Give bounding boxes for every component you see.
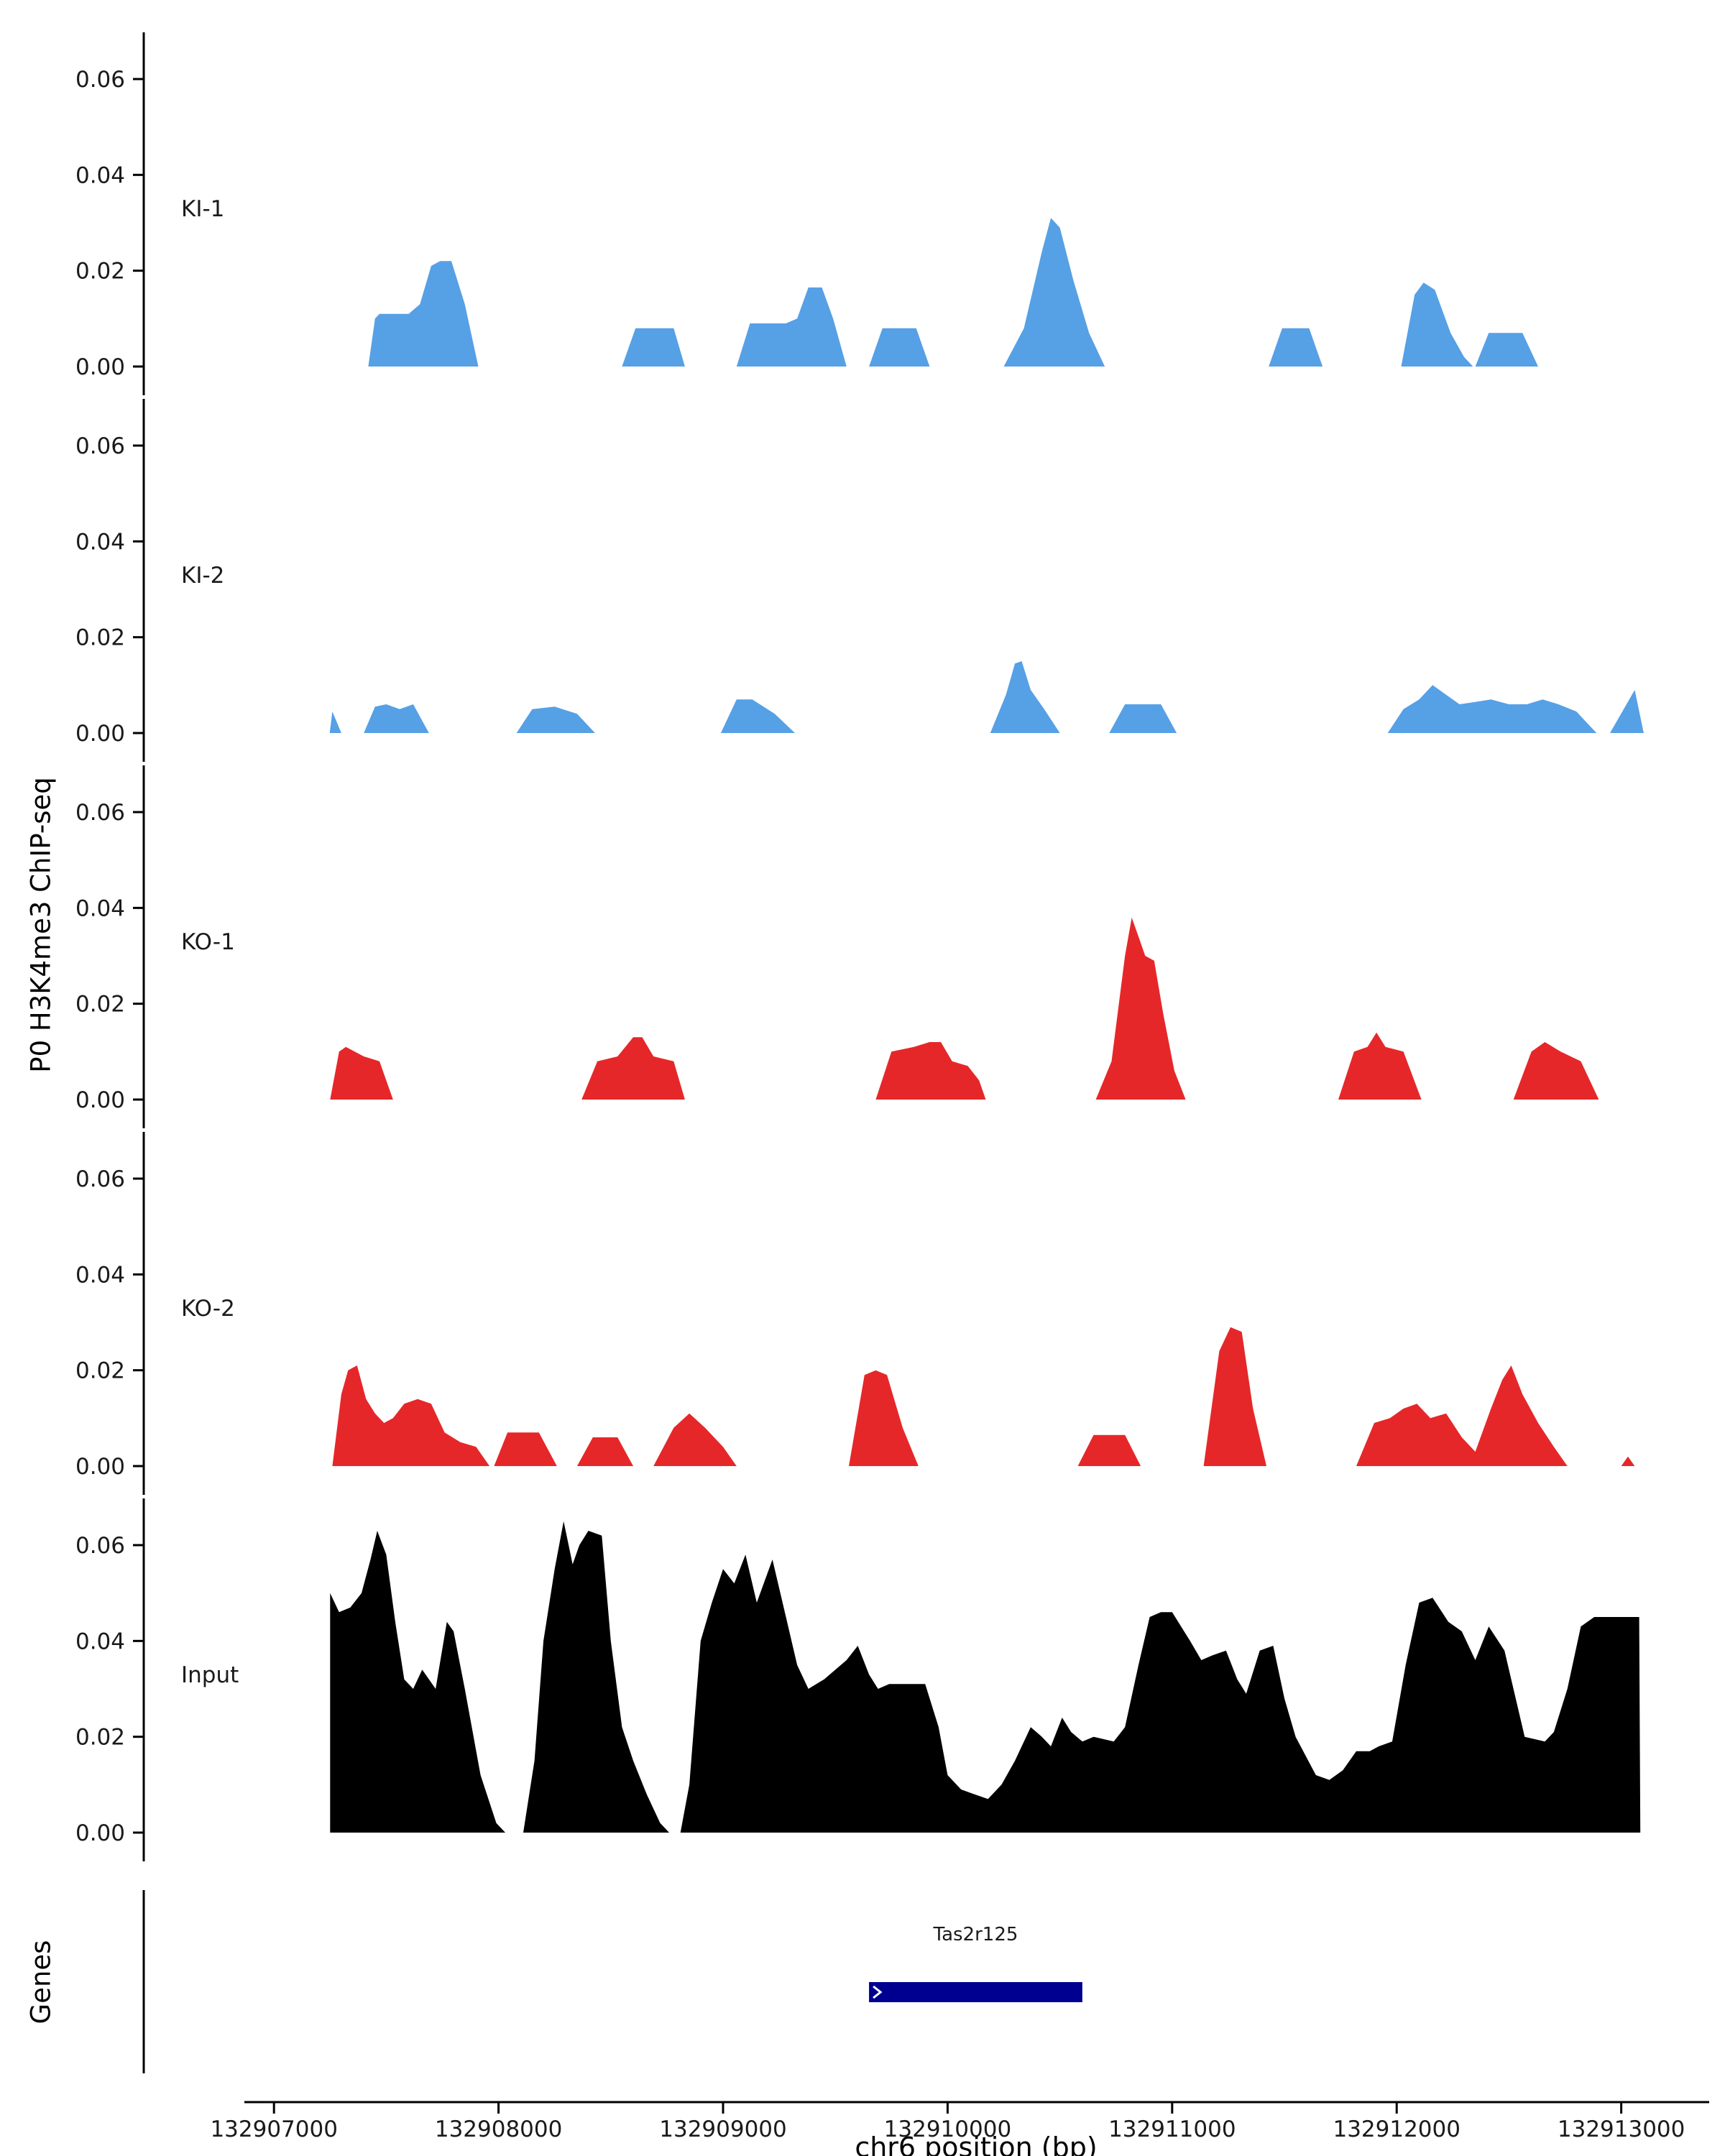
y-tick-label: 0.04 (75, 1262, 125, 1288)
x-tick-label: 132909000 (659, 2116, 787, 2142)
signal-area-input (330, 1521, 1641, 1833)
signal-area-ki-2 (329, 661, 1644, 733)
x-tick-label: 132907000 (210, 2116, 338, 2142)
y-tick-label: 0.02 (75, 1358, 125, 1384)
y-tick-label: 0.02 (75, 259, 125, 285)
x-tick-label: 132910000 (884, 2116, 1012, 2142)
y-tick-label: 0.00 (75, 721, 125, 747)
gene-strand-arrow-icon (873, 1985, 883, 1999)
y-tick-label: 0.04 (75, 1628, 125, 1654)
track-label: KO-2 (181, 1296, 235, 1322)
y-tick-label: 0.06 (75, 800, 125, 826)
y-tick-label: 0.04 (75, 895, 125, 921)
track-label: KO-1 (181, 929, 235, 955)
genes-axis-label: Genes (25, 1940, 57, 2024)
track-label: Input (181, 1662, 239, 1688)
x-tick-label: 132912000 (1333, 2116, 1460, 2142)
x-axis-label: chr6 position (bp) (855, 2132, 1098, 2156)
y-tick-label: 0.06 (75, 1166, 125, 1192)
y-tick-label: 0.00 (75, 354, 125, 380)
y-axis-label: P0 H3K4me3 ChIP-seq (25, 777, 57, 1073)
gene-label: Tas2r125 (933, 1924, 1018, 1945)
y-tick-label: 0.02 (75, 1725, 125, 1751)
signal-area-ko-2 (332, 1327, 1635, 1466)
signal-area-ko-1 (330, 917, 1599, 1100)
gene-body (869, 1982, 1082, 2002)
y-tick-label: 0.04 (75, 162, 125, 188)
signal-area-ki-1 (368, 218, 1538, 367)
x-tick-label: 132913000 (1558, 2116, 1685, 2142)
y-tick-label: 0.04 (75, 529, 125, 555)
x-tick-label: 132908000 (435, 2116, 563, 2142)
y-tick-label: 0.00 (75, 1454, 125, 1480)
track-label: KI-1 (181, 196, 224, 222)
y-tick-label: 0.06 (75, 67, 125, 93)
y-tick-label: 0.00 (75, 1820, 125, 1846)
y-tick-label: 0.06 (75, 1533, 125, 1559)
y-tick-label: 0.02 (75, 625, 125, 651)
y-tick-label: 0.02 (75, 992, 125, 1018)
y-tick-label: 0.06 (75, 433, 125, 459)
y-tick-label: 0.00 (75, 1087, 125, 1113)
x-tick-label: 132911000 (1108, 2116, 1236, 2142)
track-label: KI-2 (181, 563, 224, 589)
